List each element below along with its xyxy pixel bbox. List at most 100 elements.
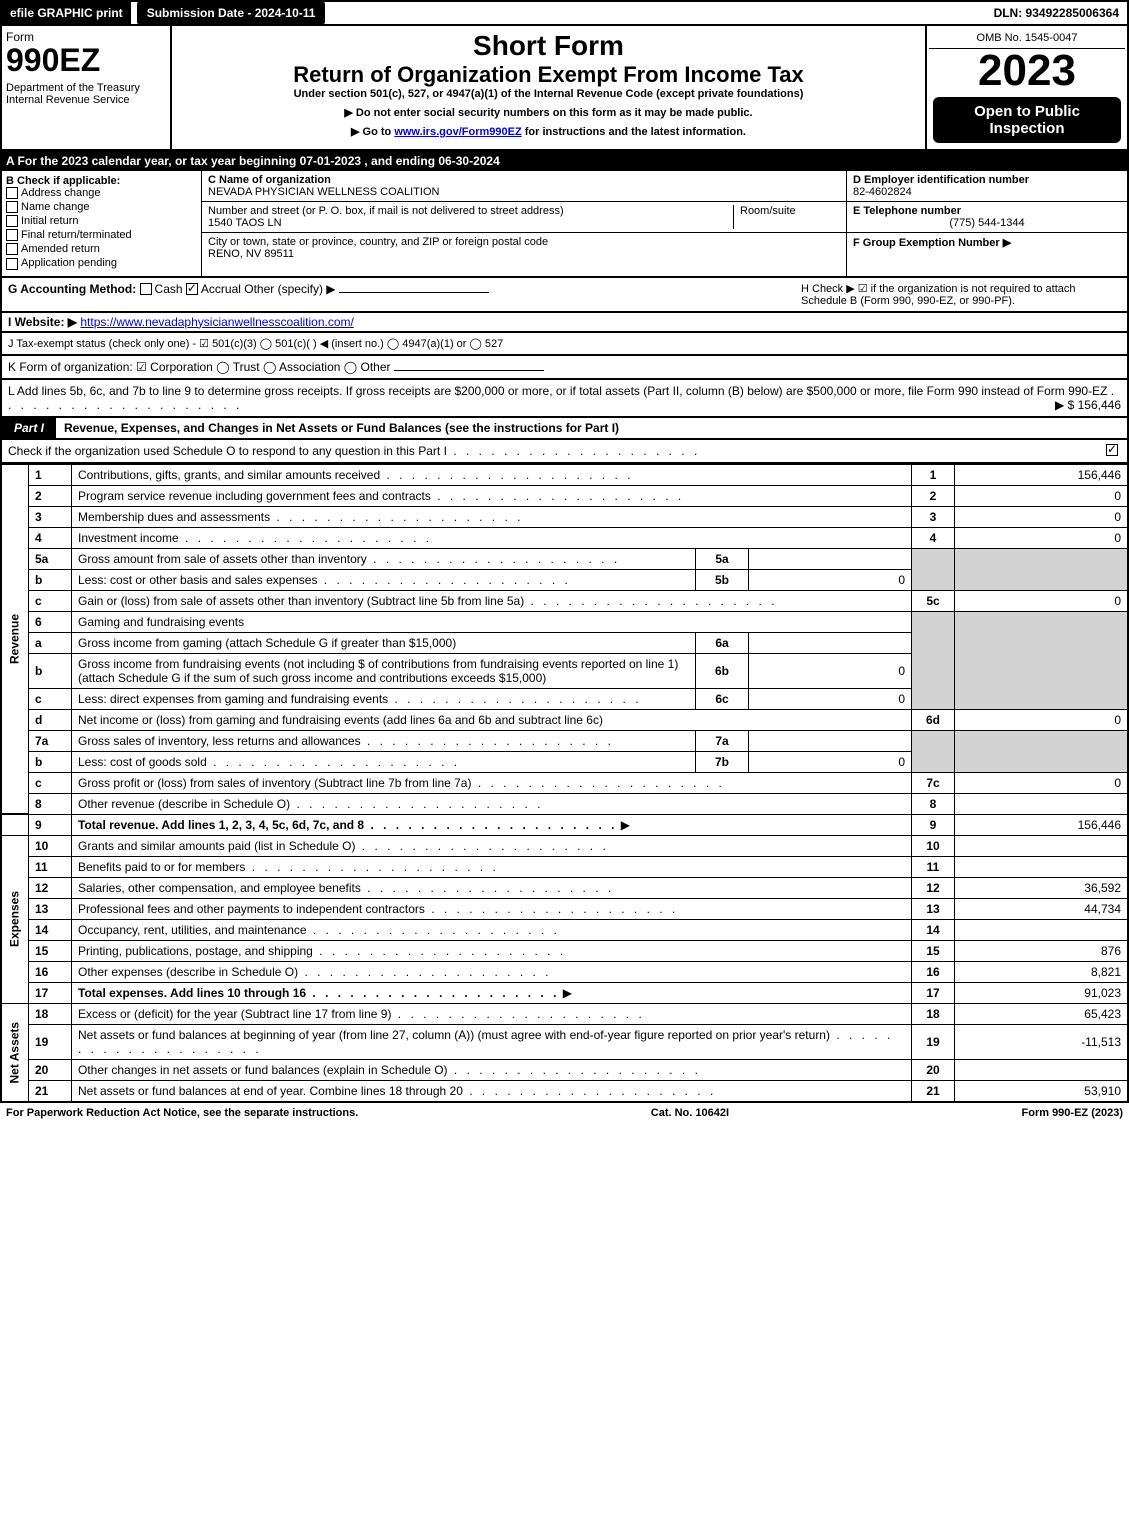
line-17-box: 17 [912, 982, 955, 1003]
submission-date: Submission Date - 2024-10-11 [137, 2, 326, 24]
line-5b-subbox: 5b [696, 569, 749, 590]
id-column-d: D Employer identification number 82-4602… [847, 171, 1127, 276]
footer-left: For Paperwork Reduction Act Notice, see … [6, 1107, 358, 1119]
line-20-amount [955, 1059, 1129, 1080]
revenue-sidebar: Revenue [1, 464, 29, 814]
line-19-text: Net assets or fund balances at beginning… [78, 1028, 893, 1056]
line-5c-num: c [29, 590, 72, 611]
header-center: Short Form Return of Organization Exempt… [172, 26, 927, 149]
check-final[interactable]: Final return/terminated [6, 229, 197, 241]
registration-box: B Check if applicable: Address change Na… [0, 171, 1129, 278]
phone-value: (775) 544-1344 [853, 217, 1121, 229]
ein-label: D Employer identification number [853, 174, 1029, 186]
line-6b-subamt: 0 [749, 653, 912, 688]
line-1-num: 1 [29, 464, 72, 485]
line-20-box: 20 [912, 1059, 955, 1080]
addr-label: Number and street (or P. O. box, if mail… [208, 205, 564, 217]
grey-5b [955, 548, 1129, 590]
line-2-text: Program service revenue including govern… [78, 489, 684, 503]
line-15-amount: 876 [955, 940, 1129, 961]
grey-6 [912, 611, 955, 709]
part1-sub: Check if the organization used Schedule … [0, 440, 1129, 464]
line-14-num: 14 [29, 919, 72, 940]
room-label: Room/suite [740, 205, 796, 217]
line-5c-text: Gain or (loss) from sale of assets other… [78, 594, 778, 608]
line-5c-amount: 0 [955, 590, 1129, 611]
lines-table: Revenue 1 Contributions, gifts, grants, … [0, 464, 1129, 1103]
line-14-amount [955, 919, 1129, 940]
line-16-num: 16 [29, 961, 72, 982]
row-i: I Website: ▶ https://www.nevadaphysician… [0, 313, 1129, 333]
line-16-amount: 8,821 [955, 961, 1129, 982]
check-pending[interactable]: Application pending [6, 257, 197, 269]
line-12-amount: 36,592 [955, 877, 1129, 898]
line-7c-num: c [29, 772, 72, 793]
tax-year: 2023 [929, 49, 1125, 93]
line-13-text: Professional fees and other payments to … [78, 902, 678, 916]
short-form-title: Short Form [176, 30, 921, 62]
g-other[interactable]: Other (specify) ▶ [244, 282, 335, 296]
footer-center: Cat. No. 10642I [651, 1107, 729, 1119]
part1-header: Part I Revenue, Expenses, and Changes in… [0, 418, 1129, 440]
line-3-box: 3 [912, 506, 955, 527]
grey-7 [912, 730, 955, 772]
line-17-text: Total expenses. Add lines 10 through 16 [78, 986, 559, 1000]
g-accrual[interactable]: Accrual [186, 282, 241, 296]
line-11-box: 11 [912, 856, 955, 877]
warning-2: ▶ Go to www.irs.gov/Form990EZ for instru… [176, 125, 921, 138]
city-value: RENO, NV 89511 [208, 248, 294, 260]
h-text: H Check ▶ ☑ if the organization is not r… [801, 283, 1076, 307]
j-text: J Tax-exempt status (check only one) - ☑… [8, 338, 503, 350]
line-2-num: 2 [29, 485, 72, 506]
org-name-value: NEVADA PHYSICIAN WELLNESS COALITION [208, 186, 439, 198]
line-6c-text: Less: direct expenses from gaming and fu… [78, 692, 642, 706]
line-21-box: 21 [912, 1080, 955, 1102]
line-12-text: Salaries, other compensation, and employ… [78, 881, 614, 895]
row-j: J Tax-exempt status (check only one) - ☑… [0, 333, 1129, 356]
line-7b-num: b [29, 751, 72, 772]
group-row: F Group Exemption Number ▶ [847, 233, 1127, 252]
line-6a-subamt [749, 632, 912, 653]
check-address[interactable]: Address change [6, 187, 197, 199]
line-10-num: 10 [29, 835, 72, 856]
line-8-text: Other revenue (describe in Schedule O) [78, 797, 543, 811]
line-9-box: 9 [912, 814, 955, 835]
line-4-num: 4 [29, 527, 72, 548]
line-6-num: 6 [29, 611, 72, 632]
top-bar: efile GRAPHIC print Submission Date - 20… [0, 0, 1129, 26]
g-label: G Accounting Method: [8, 282, 136, 296]
line-5a-num: 5a [29, 548, 72, 569]
line-7a-text: Gross sales of inventory, less returns a… [78, 734, 614, 748]
line-9-num: 9 [29, 814, 72, 835]
website-link[interactable]: https://www.nevadaphysicianwellnesscoali… [80, 315, 353, 329]
line-10-amount [955, 835, 1129, 856]
line-6d-text: Net income or (loss) from gaming and fun… [78, 713, 603, 727]
line-2-amount: 0 [955, 485, 1129, 506]
part1-check[interactable] [1106, 444, 1118, 456]
line-18-text: Excess or (deficit) for the year (Subtra… [78, 1007, 645, 1021]
line-5b-num: b [29, 569, 72, 590]
line-9-amount: 156,446 [955, 814, 1129, 835]
line-11-text: Benefits paid to or for members [78, 860, 499, 874]
line-6a-num: a [29, 632, 72, 653]
line-5c-box: 5c [912, 590, 955, 611]
ein-value: 82-4602824 [853, 186, 912, 198]
g-cash[interactable]: Cash [140, 282, 183, 296]
line-6-text: Gaming and fundraising events [78, 615, 244, 629]
ein-row: D Employer identification number 82-4602… [847, 171, 1127, 202]
line-19-num: 19 [29, 1024, 72, 1059]
check-initial[interactable]: Initial return [6, 215, 197, 227]
check-amended[interactable]: Amended return [6, 243, 197, 255]
irs-link[interactable]: www.irs.gov/Form990EZ [394, 126, 521, 138]
line-8-num: 8 [29, 793, 72, 814]
line-3-num: 3 [29, 506, 72, 527]
l-amount: ▶ $ 156,446 [1055, 398, 1121, 412]
phone-label: E Telephone number [853, 205, 961, 217]
line-7c-text: Gross profit or (loss) from sales of inv… [78, 776, 725, 790]
line-4-box: 4 [912, 527, 955, 548]
line-3-amount: 0 [955, 506, 1129, 527]
check-name[interactable]: Name change [6, 201, 197, 213]
line-7c-amount: 0 [955, 772, 1129, 793]
header-right: OMB No. 1545-0047 2023 Open to Public In… [927, 26, 1127, 149]
line-6c-subbox: 6c [696, 688, 749, 709]
